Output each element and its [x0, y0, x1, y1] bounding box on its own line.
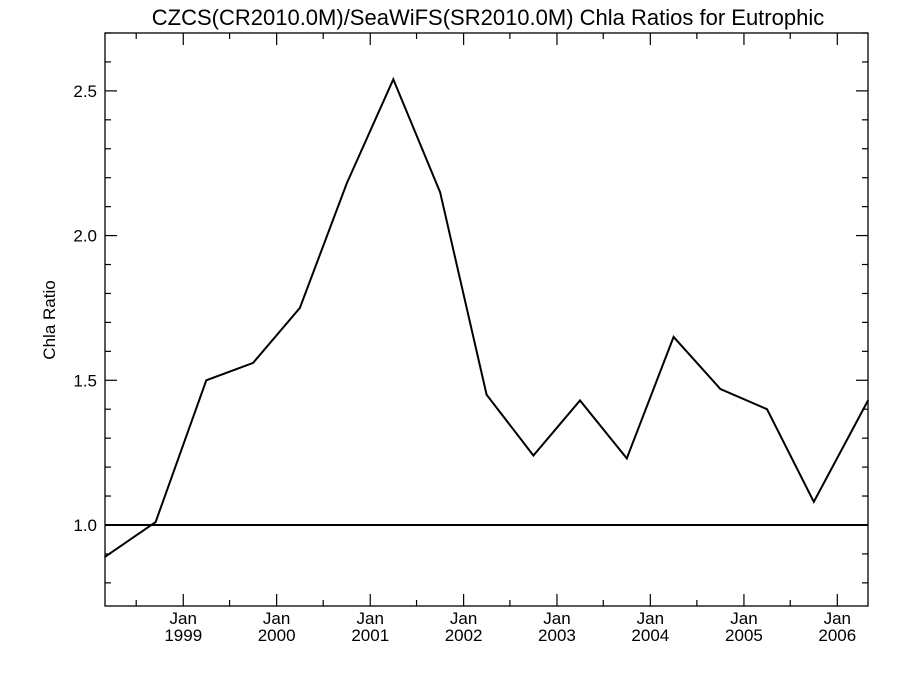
y-tick-label: 2.5: [73, 82, 97, 101]
data-point: [485, 393, 488, 396]
data-point: [252, 362, 254, 364]
series-line: [104, 76, 869, 558]
y-axis-label: Chla Ratio: [40, 280, 59, 359]
data-point: [439, 191, 441, 193]
x-tick-month-label: Jan: [170, 609, 197, 628]
data-point: [532, 454, 535, 457]
data-point: [766, 408, 768, 411]
data-point: [205, 379, 208, 382]
data-point: [299, 307, 301, 309]
data-point: [345, 182, 348, 185]
y-tick-label: 1.0: [73, 516, 97, 535]
x-tick-year-label: 2003: [538, 626, 576, 645]
x-tick-month-label: Jan: [263, 609, 290, 628]
data-point: [154, 521, 157, 523]
data-layer: [104, 76, 869, 558]
chart-title: CZCS(CR2010.0M)/SeaWiFS(SR2010.0M) Chla …: [152, 5, 824, 30]
data-point: [392, 78, 395, 81]
ticks-layer: 1.01.52.02.5Jan1999Jan2000Jan2001Jan2002…: [73, 32, 868, 645]
x-tick-year-label: 2006: [818, 626, 856, 645]
plot-frame: [104, 32, 869, 607]
x-tick-year-label: 2004: [631, 626, 669, 645]
data-point: [579, 399, 581, 402]
x-tick-month-label: Jan: [730, 609, 757, 628]
x-tick-month-label: Jan: [637, 609, 664, 628]
x-tick-month-label: Jan: [450, 609, 477, 628]
x-tick-month-label: Jan: [357, 609, 384, 628]
x-tick-year-label: 2002: [445, 626, 483, 645]
data-point: [672, 336, 675, 338]
data-point: [625, 457, 628, 460]
x-tick-month-label: Jan: [543, 609, 570, 628]
x-tick-year-label: 2005: [725, 626, 763, 645]
x-tick-year-label: 2000: [258, 626, 296, 645]
data-point: [719, 388, 722, 390]
x-tick-year-label: 2001: [351, 626, 389, 645]
data-point: [867, 399, 869, 402]
data-point: [812, 501, 815, 503]
y-tick-label: 1.5: [73, 371, 97, 390]
x-tick-year-label: 1999: [164, 626, 202, 645]
data-point: [104, 556, 106, 558]
y-tick-label: 2.0: [73, 227, 97, 246]
x-tick-month-label: Jan: [824, 609, 851, 628]
